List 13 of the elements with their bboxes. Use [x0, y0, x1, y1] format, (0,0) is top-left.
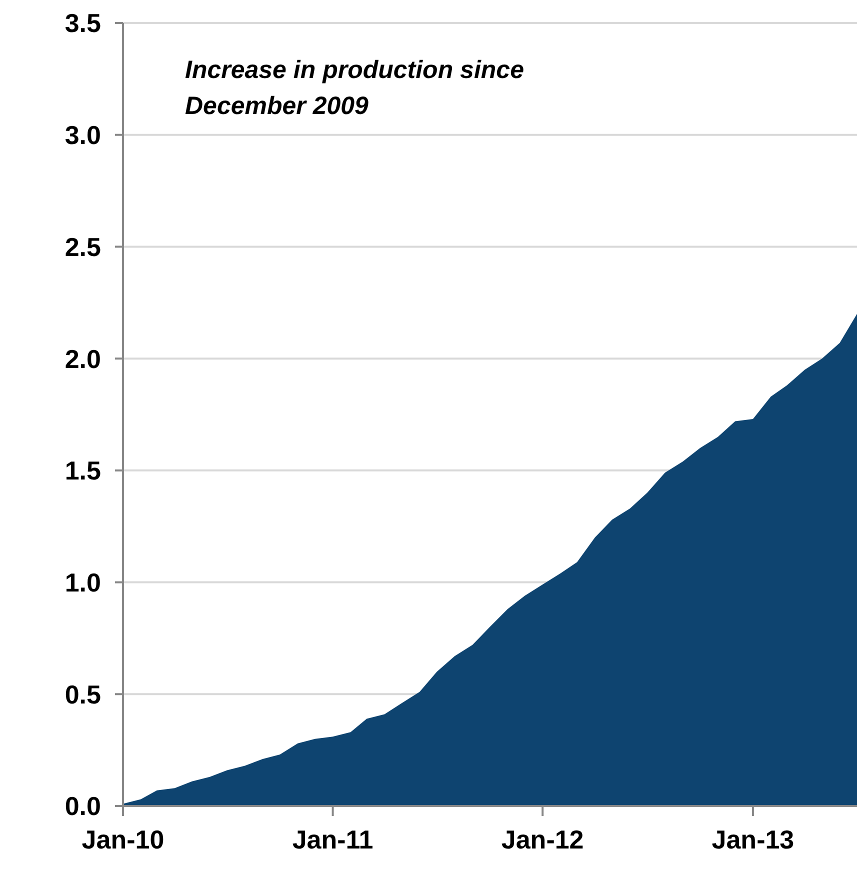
y-tick-label: 2.5	[64, 232, 101, 262]
y-tick-label: 3.5	[64, 8, 101, 38]
annotation: Increase in production since December 2009	[185, 55, 525, 122]
y-tick-label: 0.5	[64, 679, 101, 710]
x-tick-label: Jan-10	[82, 824, 164, 854]
y-tick-label: 1.5	[64, 456, 101, 486]
x-tick-label: Jan-12	[501, 824, 584, 854]
y-tick-label: 0.0	[64, 791, 101, 822]
x-tick-label: Jan-13	[712, 824, 794, 854]
x-tick-label: Jan-11	[292, 824, 374, 854]
y-tick-label: 1.0	[64, 568, 101, 598]
y-tick-label: 3.0	[64, 120, 101, 150]
y-tick-label: 2.0	[64, 344, 101, 374]
